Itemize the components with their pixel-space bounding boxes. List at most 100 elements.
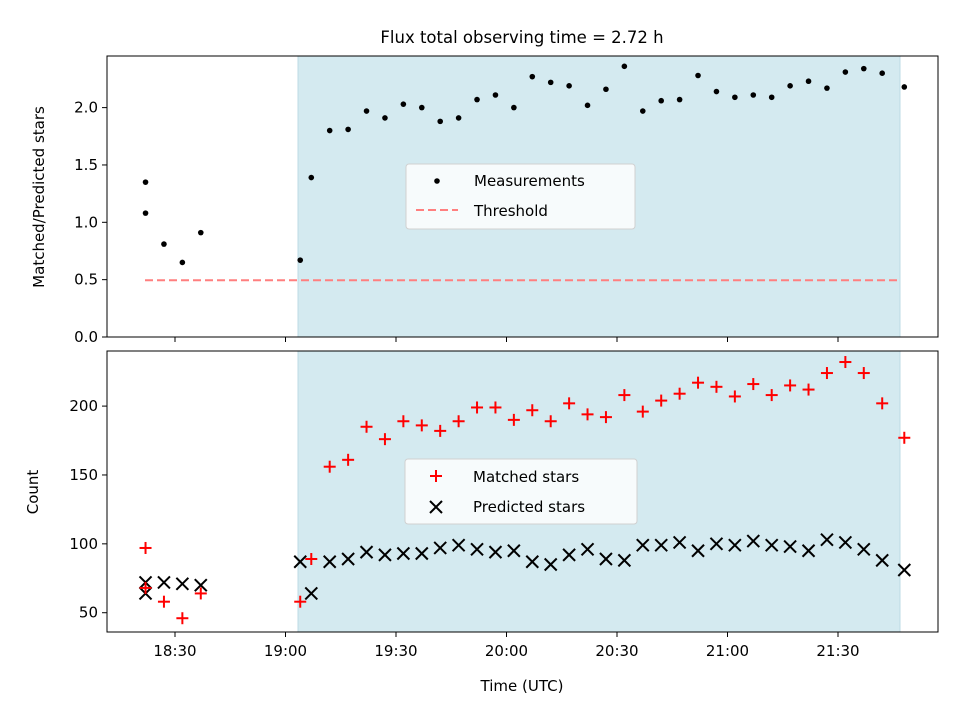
predicted-star-point [709,537,724,551]
predicted-star-point [451,538,466,552]
bottom-y-axis-label: Count [24,470,42,515]
x-tick-label: 19:30 [374,642,417,660]
predicted-star-point [783,539,797,554]
measurement-point [142,210,149,216]
top-y-axis-ticks: 0.0 0.5 1.0 1.5 2.0 [74,99,107,346]
matched-star-point [747,378,760,391]
x-axis-label: Time (UTC) [480,677,564,695]
predicted-star-point [580,542,595,557]
matched-star-point [636,405,649,418]
predicted-star-point [378,548,392,562]
matched-star-point [176,612,189,625]
matched-star-point [139,581,152,594]
matched-star-point [710,380,723,393]
matched-star-point [563,397,576,410]
measurement-point [418,104,425,111]
x-tick-label: 20:30 [595,642,638,660]
matched-star-point [692,376,705,389]
bottom-y-tick-label: 100 [69,535,98,553]
matched-star-point [378,433,391,446]
matched-star-point [898,431,911,444]
matched-star-point [599,411,612,424]
bottom-legend-box [404,458,638,525]
matched-star-point [544,415,557,428]
matched-star-point [489,401,502,414]
measurement-point [639,108,646,114]
top-y-tick-label: 1.5 [74,156,98,174]
predicted-star-point [562,548,576,562]
matched-star-point [139,541,152,554]
measurement-point [437,118,444,125]
predicted-star-point [507,544,521,558]
measurement-point [363,108,370,114]
legend-threshold-label: Threshold [473,202,548,220]
matched-star-point [415,419,428,432]
measurement-point [197,229,204,236]
measurement-point [842,69,849,75]
matched-star-point [157,595,170,608]
predicted-star-point [875,553,889,568]
predicted-star-point [322,555,337,569]
predicted-star-point [838,535,853,550]
predicted-star-point [525,555,539,569]
legend-matched-label: Matched stars [473,468,579,486]
measurement-point [529,73,536,80]
predicted-star-point [488,545,503,559]
top-y-tick-label: 2.0 [74,99,98,117]
measurement-point [345,126,351,133]
measurement-point [297,257,304,263]
legend-predicted-marker [429,500,443,514]
matched-star-point [618,389,631,402]
matched-star-point [452,415,465,428]
matched-star-point [876,397,889,410]
measurement-point [142,179,149,185]
measurement-point [547,79,554,86]
measurement-point [621,63,628,70]
top-y-axis-label: Matched/Predicted stars [30,106,48,288]
predicted-star-point [801,544,816,558]
matched-stars-points [139,356,911,625]
predicted-star-point [764,538,779,552]
measurement-point [492,92,499,98]
x-tick-label: 18:30 [153,642,196,660]
legend-matched-marker [430,470,442,482]
bottom-legend: Matched stars Predicted stars [404,458,638,525]
measurement-point [676,96,683,103]
measurement-point [400,101,407,107]
top-legend: Measurements Threshold [405,163,636,230]
top-x-axis-ticks [174,337,839,342]
predicted-star-point [415,546,429,561]
predicted-star-point [820,533,834,547]
measurement-points [142,63,908,266]
matched-star-point [581,408,594,421]
matched-star-point [784,379,797,392]
x-tick-label: 20:00 [485,642,528,660]
matched-star-point [434,424,447,437]
matched-star-point [323,460,336,473]
measurement-point [326,127,333,134]
bottom-y-tick-label: 200 [69,397,98,415]
matched-star-point [802,383,815,396]
predicted-star-point [728,538,742,552]
matched-star-point [507,413,520,426]
matched-star-point [471,401,484,414]
predicted-star-point [175,577,190,591]
matched-star-point [397,415,410,428]
matched-star-point [360,420,373,433]
predicted-star-point [617,553,632,568]
top-axes-frame [106,55,939,338]
legend-measurements-label: Measurements [474,172,585,190]
bottom-panel: 50 100 150 200 18:30 19:00 19:30 20:00 20:30 21:… [24,350,939,695]
measurement-point [455,115,462,121]
measurement-point [805,78,812,85]
predicted-star-point [691,544,705,558]
matched-star-point [194,587,207,600]
measurement-point [879,70,885,77]
measurement-point [511,104,517,111]
predicted-star-point [470,542,484,557]
measurement-point [901,84,908,90]
predicted-star-point [304,586,318,601]
predicted-star-point [157,575,171,590]
predicted-star-point [636,538,650,552]
measurement-point [658,97,664,104]
